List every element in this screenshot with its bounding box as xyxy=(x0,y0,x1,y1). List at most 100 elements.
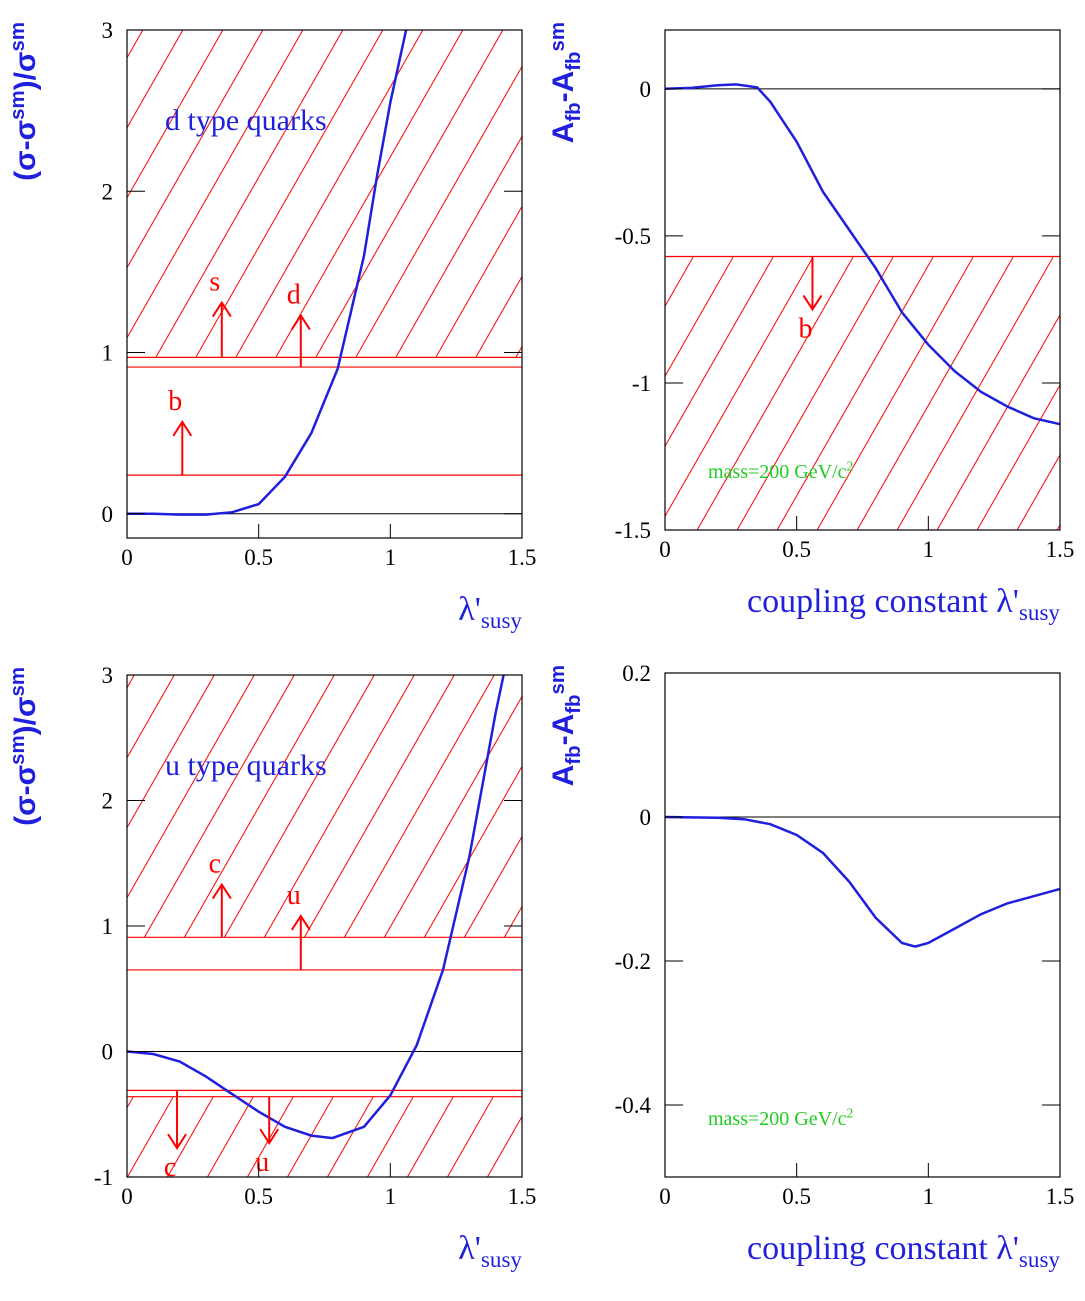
label-part: mass=200 GeV/c xyxy=(708,461,847,483)
label-part: coupling constant λ' xyxy=(747,1230,1019,1267)
x-tick-label: 0.5 xyxy=(244,1184,273,1209)
curve xyxy=(665,815,1060,948)
x-axis-label: coupling constant λ'susy xyxy=(747,583,1060,626)
superscript: sm xyxy=(7,667,29,696)
arrow-label: c xyxy=(209,849,221,880)
y-tick-label: 2 xyxy=(102,179,114,204)
plot-area xyxy=(127,30,522,516)
y-tick-label: 3 xyxy=(102,663,114,688)
y-tick-label: 1 xyxy=(102,914,114,939)
annotation: mass=200 GeV/c2 xyxy=(708,1106,853,1130)
label-part: -A xyxy=(547,71,580,103)
frame xyxy=(126,29,523,539)
subscript: susy xyxy=(481,1247,523,1273)
subscript: susy xyxy=(1019,600,1061,626)
label-part: )/σ xyxy=(9,51,42,90)
arrow-label: s xyxy=(209,267,220,298)
x-tick-label: 0 xyxy=(659,1184,671,1209)
arrow-label: u xyxy=(255,1147,269,1178)
y-tick-label: 0 xyxy=(102,1040,114,1065)
y-tick-label: 0.2 xyxy=(622,661,651,686)
arrow-label: b xyxy=(798,313,812,344)
subscript: fb xyxy=(563,694,585,713)
arrow-head xyxy=(211,300,232,318)
y-axis-label: Afb-Afbsm xyxy=(547,665,585,786)
label-part: coupling constant λ' xyxy=(747,583,1019,620)
y-tick-label: 0 xyxy=(102,502,114,527)
arrow-label: c xyxy=(164,1152,176,1183)
superscript: 2 xyxy=(846,1106,853,1121)
superscript: sm xyxy=(547,665,569,694)
arrow-head xyxy=(211,882,232,900)
subscript: fb xyxy=(563,745,585,764)
label-part: )/σ xyxy=(9,696,42,735)
superscript: 2 xyxy=(846,459,853,474)
x-tick-label: 0 xyxy=(121,545,133,570)
x-axis-label: λ'susy xyxy=(458,591,522,634)
y-tick-label: -1 xyxy=(94,1165,113,1190)
label-part: u type quarks xyxy=(165,749,327,782)
plot-area xyxy=(665,83,1060,530)
y-tick-label: -0.5 xyxy=(615,224,651,249)
y-tick-label: -1.5 xyxy=(615,518,651,543)
y-axis-label: (σ-σsm)/σsm xyxy=(7,667,42,826)
panel: b 0 0.5 1 1.5 0 -0.5 -1 -1.5 coupling constant λ'… xyxy=(547,22,1074,626)
x-tick-label: 1.5 xyxy=(508,545,537,570)
arrow-head xyxy=(290,914,311,931)
label-part: A xyxy=(547,765,580,787)
subscript: susy xyxy=(1019,1247,1061,1273)
x-axis-label: coupling constant λ'susy xyxy=(747,1230,1060,1273)
x-tick-label: 1 xyxy=(923,537,935,562)
annotation: d type quarks xyxy=(165,104,327,137)
x-tick-label: 1 xyxy=(923,1184,935,1209)
label-part: A xyxy=(547,122,580,144)
excluded-region xyxy=(127,30,522,358)
arrow-head xyxy=(290,313,311,330)
x-tick-label: 1.5 xyxy=(1046,537,1075,562)
x-tick-label: 1.5 xyxy=(1046,1184,1075,1209)
x-tick-label: 0.5 xyxy=(782,537,811,562)
y-tick-label: 3 xyxy=(102,18,114,43)
curve xyxy=(127,30,408,516)
annotation: mass=200 GeV/c2 xyxy=(708,459,853,483)
label-part: λ' xyxy=(458,1230,481,1267)
plot-area xyxy=(665,815,1060,948)
curve xyxy=(665,83,1060,426)
excluded-region xyxy=(127,675,522,938)
panel: 0 0.5 1 1.5 0.2 0 -0.2 -0.4 coupling constant λ'… xyxy=(547,661,1074,1273)
x-tick-label: 1.5 xyxy=(508,1184,537,1209)
superscript: sm xyxy=(7,90,29,119)
x-tick-label: 1 xyxy=(385,545,397,570)
subscript: fb xyxy=(563,102,585,121)
frame xyxy=(664,672,1061,1178)
x-tick-label: 1 xyxy=(385,1184,397,1209)
arrow-head xyxy=(802,294,823,312)
x-tick-label: 0 xyxy=(121,1184,133,1209)
superscript: sm xyxy=(7,735,29,764)
label-part: (σ-σ xyxy=(9,120,42,181)
x-tick-label: 0.5 xyxy=(782,1184,811,1209)
arrow-head xyxy=(167,1133,187,1150)
label-part: d type quarks xyxy=(165,104,327,137)
frame xyxy=(664,29,1061,531)
y-axis-label: Afb-Afbsm xyxy=(547,22,585,143)
x-tick-label: 0 xyxy=(659,537,671,562)
arrow-label: b xyxy=(168,386,182,417)
arrow-head xyxy=(172,420,193,437)
label-part: mass=200 GeV/c xyxy=(708,1108,847,1130)
arrow-head xyxy=(259,1128,280,1145)
y-tick-label: 0 xyxy=(640,77,652,102)
curve xyxy=(127,675,505,1140)
subscript: fb xyxy=(563,51,585,70)
label-part: -A xyxy=(547,714,580,746)
y-axis-label: (σ-σsm)/σsm xyxy=(7,22,42,181)
subscript: susy xyxy=(481,608,523,634)
y-tick-label: -1 xyxy=(632,371,651,396)
plot-area xyxy=(127,675,522,1177)
x-tick-label: 0.5 xyxy=(244,545,273,570)
superscript: sm xyxy=(547,22,569,51)
arrow-label: u xyxy=(287,880,301,911)
annotation: u type quarks xyxy=(165,749,327,782)
